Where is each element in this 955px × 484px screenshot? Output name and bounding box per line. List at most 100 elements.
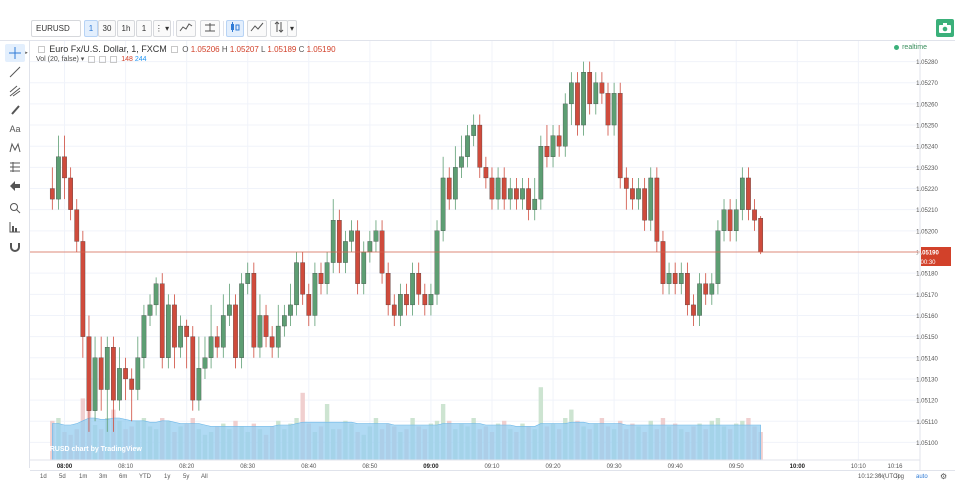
zoom-tool[interactable]: [5, 199, 25, 217]
last-price-badge-text: 1.05190: [917, 251, 939, 257]
indicators-button[interactable]: [200, 20, 220, 37]
zoom-icon: [10, 203, 21, 214]
candle-body: [196, 368, 202, 401]
candle: [251, 262, 257, 358]
candle: [758, 216, 764, 255]
candle-body: [605, 93, 611, 126]
back-tool[interactable]: [5, 177, 25, 195]
pitchfork-tool[interactable]: [5, 82, 25, 100]
candle: [495, 167, 501, 210]
candle-body: [483, 167, 489, 179]
log-scale-button[interactable]: log: [896, 474, 905, 480]
candle-body: [294, 262, 299, 306]
pattern-tool[interactable]: [5, 139, 25, 157]
symbol-search-input[interactable]: EURUSD: [31, 20, 81, 37]
candle: [398, 283, 403, 327]
text-tool[interactable]: Aa: [5, 120, 25, 138]
candle-body: [685, 273, 690, 306]
range-button-5y[interactable]: 5y: [183, 474, 190, 480]
crosshair-tool[interactable]: [5, 44, 25, 62]
candle-body: [434, 230, 440, 295]
high-value: 1.05207: [229, 45, 259, 54]
candle-body: [660, 241, 666, 284]
candle-body: [190, 336, 196, 401]
snapshot-button[interactable]: [936, 19, 954, 37]
candle-body: [318, 273, 324, 284]
volume-remove-icon[interactable]: [110, 55, 118, 63]
candle-body: [56, 156, 61, 200]
trendline-tool[interactable]: [5, 63, 25, 81]
range-button-6m[interactable]: 6m: [119, 474, 128, 480]
range-button-5d[interactable]: 5d: [59, 474, 66, 480]
volume-dropdown-icon[interactable]: ▾: [80, 56, 85, 63]
candle: [599, 72, 605, 104]
volume-settings-icon[interactable]: [99, 55, 107, 63]
measure-tool[interactable]: [5, 218, 25, 236]
countdown-badge-text: 00:30: [920, 260, 936, 266]
ruler-icon: [9, 222, 20, 233]
magnet-tool[interactable]: [5, 237, 25, 255]
candle-body: [416, 273, 422, 295]
candle: [123, 357, 128, 401]
candle-body: [257, 315, 263, 348]
candle-body: [159, 283, 165, 358]
percent-scale-button[interactable]: %: [879, 474, 885, 480]
candle: [422, 283, 428, 316]
candle: [361, 241, 367, 295]
interval-button-1h[interactable]: 1h: [117, 20, 135, 37]
candle-body: [617, 93, 623, 179]
price-chart[interactable]: 1.05280 1.05270 1.05260 1.05250 1.05240 1.052…: [30, 41, 955, 470]
candle: [440, 156, 446, 242]
gear-icon[interactable]: ⚙: [940, 472, 948, 481]
candle: [153, 277, 159, 316]
interval-dropdown-button[interactable]: ⋮ ▾: [153, 20, 171, 37]
candle: [62, 135, 67, 200]
interval-button-30[interactable]: 30: [98, 20, 116, 37]
interval-button-1[interactable]: 1: [84, 20, 98, 37]
candle-body: [361, 251, 367, 284]
candle: [336, 209, 342, 274]
chart-type-candles-button[interactable]: [226, 20, 244, 37]
candle-body: [282, 315, 287, 327]
volume-visibility-icon[interactable]: [88, 55, 96, 63]
range-button-1y[interactable]: 1y: [164, 474, 171, 480]
collapse-toggle-icon[interactable]: [38, 46, 45, 54]
brush-tool[interactable]: [5, 101, 25, 119]
time-tick-label: 09:40: [668, 464, 684, 470]
range-button-all[interactable]: All: [201, 474, 208, 480]
candle: [257, 294, 263, 358]
candle-body: [373, 230, 379, 242]
candle-body: [727, 209, 733, 231]
candle-body: [758, 217, 764, 253]
timezone-clock[interactable]: 10:12:30 (UTC): [858, 474, 900, 480]
fib-tool[interactable]: [5, 158, 25, 176]
compare-button[interactable]: [176, 20, 196, 37]
candle-body: [227, 304, 232, 316]
candle: [306, 283, 312, 327]
time-tick-label: 10:10: [851, 464, 867, 470]
crosshair-menu-toggle[interactable]: ▸: [25, 50, 28, 56]
range-button-ytd[interactable]: YTD: [139, 474, 151, 480]
candle-body: [111, 347, 116, 401]
interval-button-custom[interactable]: 1: [136, 20, 152, 37]
templates-dropdown-button[interactable]: ▾: [287, 20, 297, 37]
price-tick-label: 1.05200: [916, 229, 938, 235]
candle-body: [251, 273, 257, 348]
time-tick-label: 10:00: [790, 464, 806, 470]
candle-body: [593, 82, 599, 105]
candle: [288, 283, 293, 327]
candle: [746, 167, 751, 221]
candle: [129, 368, 135, 422]
price-tick-label: 1.05140: [916, 356, 938, 362]
arrows-updown-icon: [274, 21, 284, 33]
candle: [434, 220, 440, 305]
range-button-3m[interactable]: 3m: [99, 474, 108, 480]
chart-type-line-button[interactable]: [247, 20, 267, 37]
range-button-1d[interactable]: 1d: [40, 474, 47, 480]
series-settings-icon[interactable]: [171, 46, 178, 54]
templates-button[interactable]: [270, 20, 288, 37]
range-button-1m[interactable]: 1m: [79, 474, 88, 480]
candle: [147, 294, 153, 327]
candle: [703, 273, 709, 305]
auto-scale-button[interactable]: auto: [916, 474, 928, 480]
